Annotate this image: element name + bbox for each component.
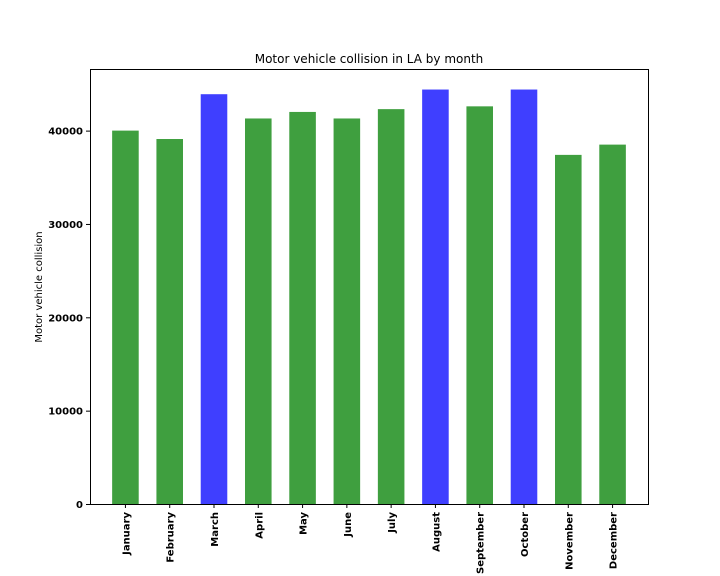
x-tick-label-june: June [343, 512, 354, 538]
y-tick-label: 30000 [48, 220, 83, 231]
bar-april [245, 118, 272, 505]
bar-september [466, 106, 493, 505]
chart-title: Motor vehicle collision in LA by month [255, 52, 484, 66]
y-tick-label: 40000 [48, 127, 83, 138]
bar-october [510, 89, 538, 504]
y-tick-label: 20000 [48, 313, 83, 324]
x-tick-label-january: January [121, 512, 132, 556]
x-ticks-layer: January February March April May June July Augu… [121, 504, 620, 574]
bar-november [555, 154, 582, 504]
x-tick-label-april: April [254, 512, 265, 539]
bar-august [422, 89, 449, 504]
y-ticks-layer: 0 10000 20000 30000 40000 [48, 127, 90, 511]
bar-march [200, 94, 228, 505]
bars-layer [112, 89, 626, 505]
bar-july [377, 109, 405, 504]
bar-may [289, 111, 316, 504]
x-tick-label-november: November [564, 512, 575, 570]
x-tick-label-march: March [210, 512, 221, 547]
y-axis-label: Motor vehicle collision [34, 231, 45, 342]
x-tick-label-may: May [299, 512, 310, 535]
bar-june [333, 118, 361, 505]
x-tick-label-december: December [609, 512, 620, 569]
bar-february [156, 139, 183, 504]
plot-frame [90, 69, 649, 505]
bar-december [599, 144, 626, 505]
x-tick-label-september: September [476, 512, 487, 574]
bar-january [112, 130, 139, 504]
x-tick-label-july: July [387, 512, 398, 534]
y-tick-label: 10000 [48, 407, 83, 418]
y-tick-label: 0 [76, 500, 83, 511]
x-tick-label-february: February [166, 512, 177, 563]
x-tick-label-october: October [520, 512, 531, 557]
x-tick-label-august: August [431, 512, 442, 552]
